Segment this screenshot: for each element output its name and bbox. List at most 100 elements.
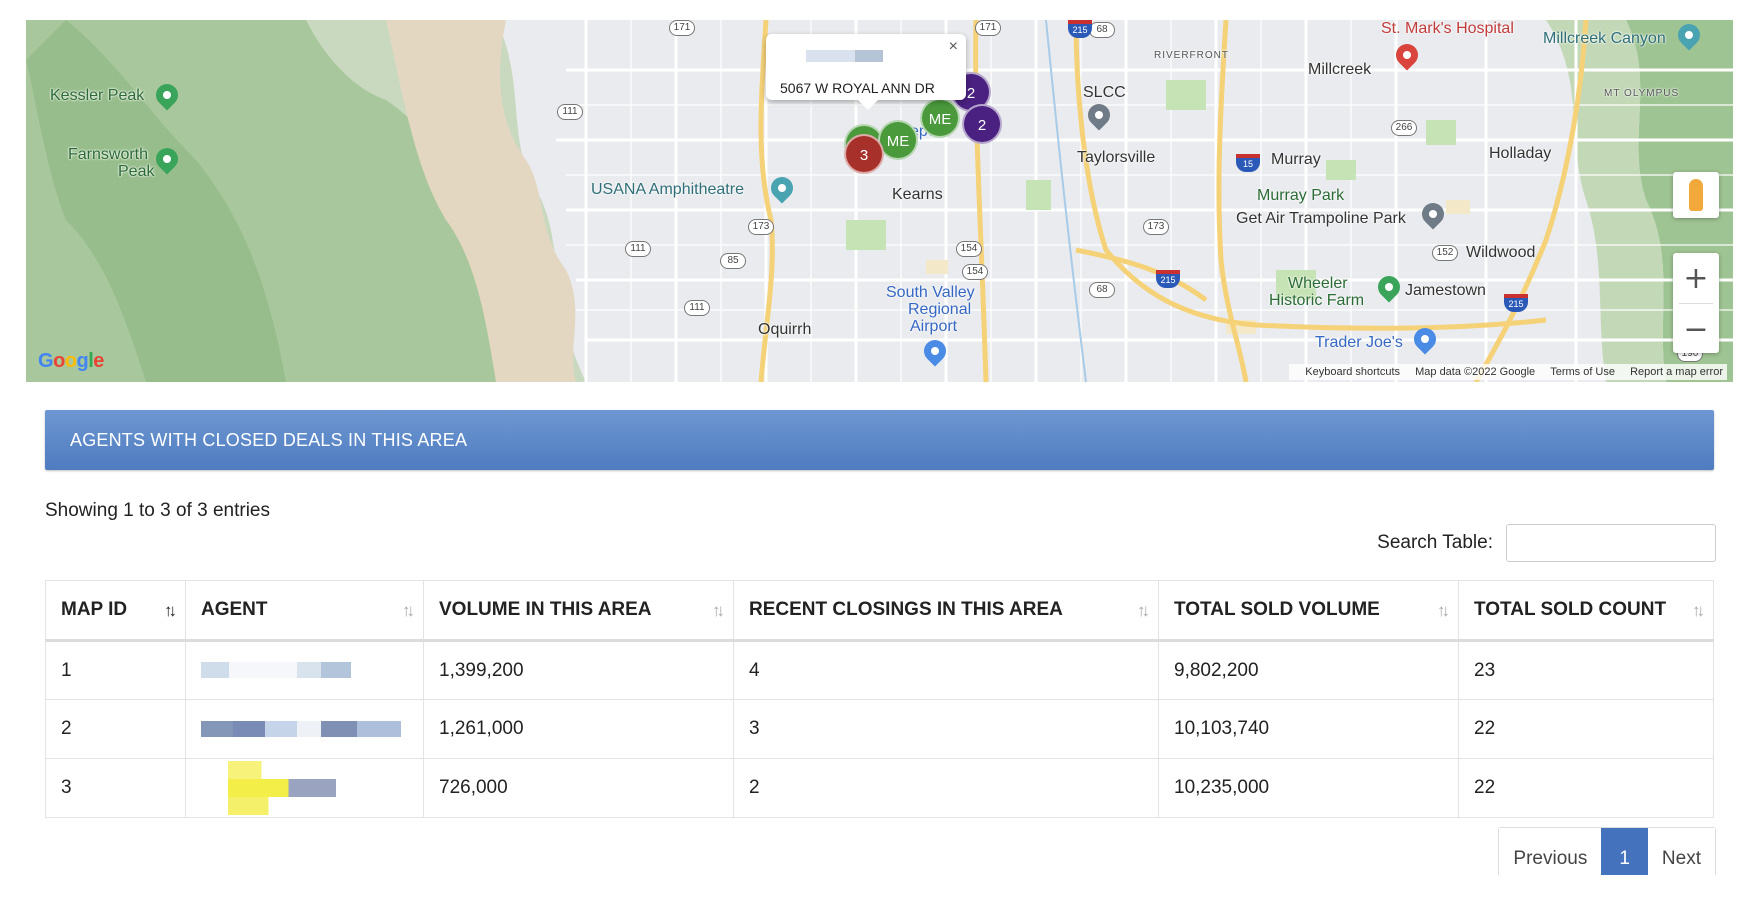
route-shield: 173 (748, 219, 774, 235)
map-view[interactable]: Kessler Peak Farnsworth Peak USANA Amphi… (26, 20, 1733, 382)
table-search: Search Table: (1377, 524, 1716, 562)
map-info-popup: × 5067 W ROYAL ANN DR (766, 34, 966, 110)
column-header-volume[interactable]: VOLUME IN THIS AREA ↑↓ (423, 580, 734, 642)
redacted-agent-name (201, 720, 401, 737)
label-riverfront: RIVERFRONT (1154, 50, 1229, 61)
route-shield: 85 (720, 253, 746, 269)
table-row: 2 1,261,000 3 10,103,740 22 (45, 699, 1714, 759)
column-header-total-sold-count[interactable]: TOTAL SOLD COUNT ↑↓ (1458, 580, 1714, 642)
cell-volume: 1,399,200 (423, 640, 734, 700)
cell-recent-closings: 3 (733, 699, 1159, 759)
label-south-valley-2: Regional (908, 301, 972, 318)
page-1-button[interactable]: 1 (1601, 828, 1648, 875)
cell-map-id: 1 (45, 640, 186, 700)
terms-of-use-link[interactable]: Terms of Use (1550, 366, 1615, 378)
report-map-error-link[interactable]: Report a map error (1630, 366, 1723, 378)
panel-title: AGENTS WITH CLOSED DEALS IN THIS AREA (45, 410, 1714, 470)
route-shield: 68 (1089, 22, 1115, 38)
map-cluster-marker[interactable]: ME (878, 120, 918, 160)
label-kearns: Kearns (892, 186, 943, 203)
map-data-text: Map data ©2022 Google (1415, 366, 1536, 378)
street-view-pegman-icon[interactable] (1673, 172, 1719, 218)
cell-total-sold-count: 23 (1458, 640, 1714, 700)
keyboard-shortcuts-link[interactable]: Keyboard shortcuts (1305, 366, 1401, 378)
label-murray: Murray (1271, 151, 1321, 168)
label-jamestown: Jamestown (1405, 282, 1486, 299)
cell-map-id: 3 (45, 758, 186, 818)
map-attribution: Keyboard shortcuts Map data ©2022 Google… (1289, 364, 1727, 380)
map-base (26, 20, 1733, 382)
map-cluster-marker[interactable]: 3 (844, 134, 884, 174)
cell-total-sold-count: 22 (1458, 699, 1714, 759)
cell-agent[interactable] (185, 758, 424, 818)
column-header-total-sold-volume[interactable]: TOTAL SOLD VOLUME ↑↓ (1158, 580, 1459, 642)
close-icon[interactable]: × (948, 38, 958, 55)
entries-count: Showing 1 to 3 of 3 entries (45, 500, 270, 521)
popup-address: 5067 W ROYAL ANN DR (780, 80, 935, 96)
label-murray-park: Murray Park (1257, 187, 1345, 204)
cell-recent-closings: 2 (733, 758, 1159, 818)
zoom-out-button[interactable]: − (1673, 304, 1719, 354)
cell-agent[interactable] (185, 640, 424, 700)
cell-total-sold-volume: 10,235,000 (1158, 758, 1459, 818)
search-input[interactable] (1506, 524, 1716, 562)
next-page-button[interactable]: Next (1647, 828, 1715, 875)
map-cluster-marker[interactable]: 2 (962, 104, 1002, 144)
google-logo: Google (38, 350, 104, 372)
column-header-agent[interactable]: AGENT ↑↓ (185, 580, 424, 642)
zoom-control: + − (1673, 253, 1719, 353)
route-shield: 171 (669, 20, 695, 36)
sort-arrows-icon[interactable]: ↑↓ (1437, 601, 1450, 620)
label-south-valley-3: Airport (910, 318, 958, 335)
label-wildwood: Wildwood (1466, 244, 1536, 261)
label-millcreek-canyon: Millcreek Canyon (1543, 30, 1666, 47)
route-shield: 111 (557, 104, 583, 120)
sort-arrows-icon[interactable]: ↑↓ (402, 601, 415, 620)
map-cluster-marker[interactable]: ME (920, 98, 960, 138)
route-shield: 154 (962, 264, 988, 280)
sort-arrows-icon[interactable]: ↑↓ (164, 601, 177, 620)
table-row: 1 1,399,200 4 9,802,200 23 (45, 640, 1714, 700)
cell-total-sold-volume: 9,802,200 (1158, 640, 1459, 700)
interstate-shield: 215 (1504, 294, 1528, 312)
column-header-recent-closings[interactable]: RECENT CLOSINGS IN THIS AREA ↑↓ (733, 580, 1159, 642)
label-wheeler-1: Wheeler (1288, 275, 1348, 292)
route-shield: 173 (1143, 219, 1169, 235)
interstate-shield: 215 (1068, 20, 1092, 38)
interstate-shield: 15 (1236, 154, 1260, 172)
redacted-agent-name (201, 662, 401, 679)
previous-page-button[interactable]: Previous (1499, 828, 1602, 875)
redacted-agent-name (201, 761, 336, 815)
table-row: 3 726,000 2 10,235,000 22 (45, 758, 1714, 818)
label-wheeler-2: Historic Farm (1269, 292, 1365, 309)
sort-arrows-icon[interactable]: ↑↓ (712, 601, 725, 620)
label-farnsworth-peak-2: Peak (118, 163, 155, 180)
zoom-in-button[interactable]: + (1673, 253, 1719, 303)
popup-redacted-name (778, 50, 918, 62)
label-holladay: Holladay (1489, 145, 1552, 162)
label-st-marks: St. Mark's Hospital (1381, 20, 1514, 37)
route-shield: 111 (684, 300, 710, 316)
label-slcc: SLCC (1083, 84, 1126, 101)
cell-volume: 726,000 (423, 758, 734, 818)
route-shield: 68 (1089, 282, 1115, 298)
label-mt-olympus: MT OLYMPUS (1604, 88, 1680, 99)
label-south-valley-1: South Valley (886, 284, 975, 301)
label-usana: USANA Amphitheatre (591, 181, 744, 198)
sort-arrows-icon[interactable]: ↑↓ (1137, 601, 1150, 620)
cell-recent-closings: 4 (733, 640, 1159, 700)
cell-total-sold-volume: 10,103,740 (1158, 699, 1459, 759)
cell-total-sold-count: 22 (1458, 758, 1714, 818)
label-taylorsville: Taylorsville (1077, 149, 1156, 166)
label-farnsworth-peak-1: Farnsworth (68, 146, 149, 163)
cell-map-id: 2 (45, 699, 186, 759)
route-shield: 171 (975, 20, 1001, 36)
column-header-map-id[interactable]: MAP ID ↑↓ (45, 580, 186, 642)
label-trader-joes: Trader Joe's (1315, 334, 1403, 351)
cell-agent[interactable] (185, 699, 424, 759)
label-trampoline-park: Get Air Trampoline Park (1236, 210, 1406, 227)
route-shield: 266 (1391, 120, 1417, 136)
interstate-shield: 215 (1156, 270, 1180, 288)
sort-arrows-icon[interactable]: ↑↓ (1692, 601, 1705, 620)
route-shield: 154 (956, 241, 982, 257)
